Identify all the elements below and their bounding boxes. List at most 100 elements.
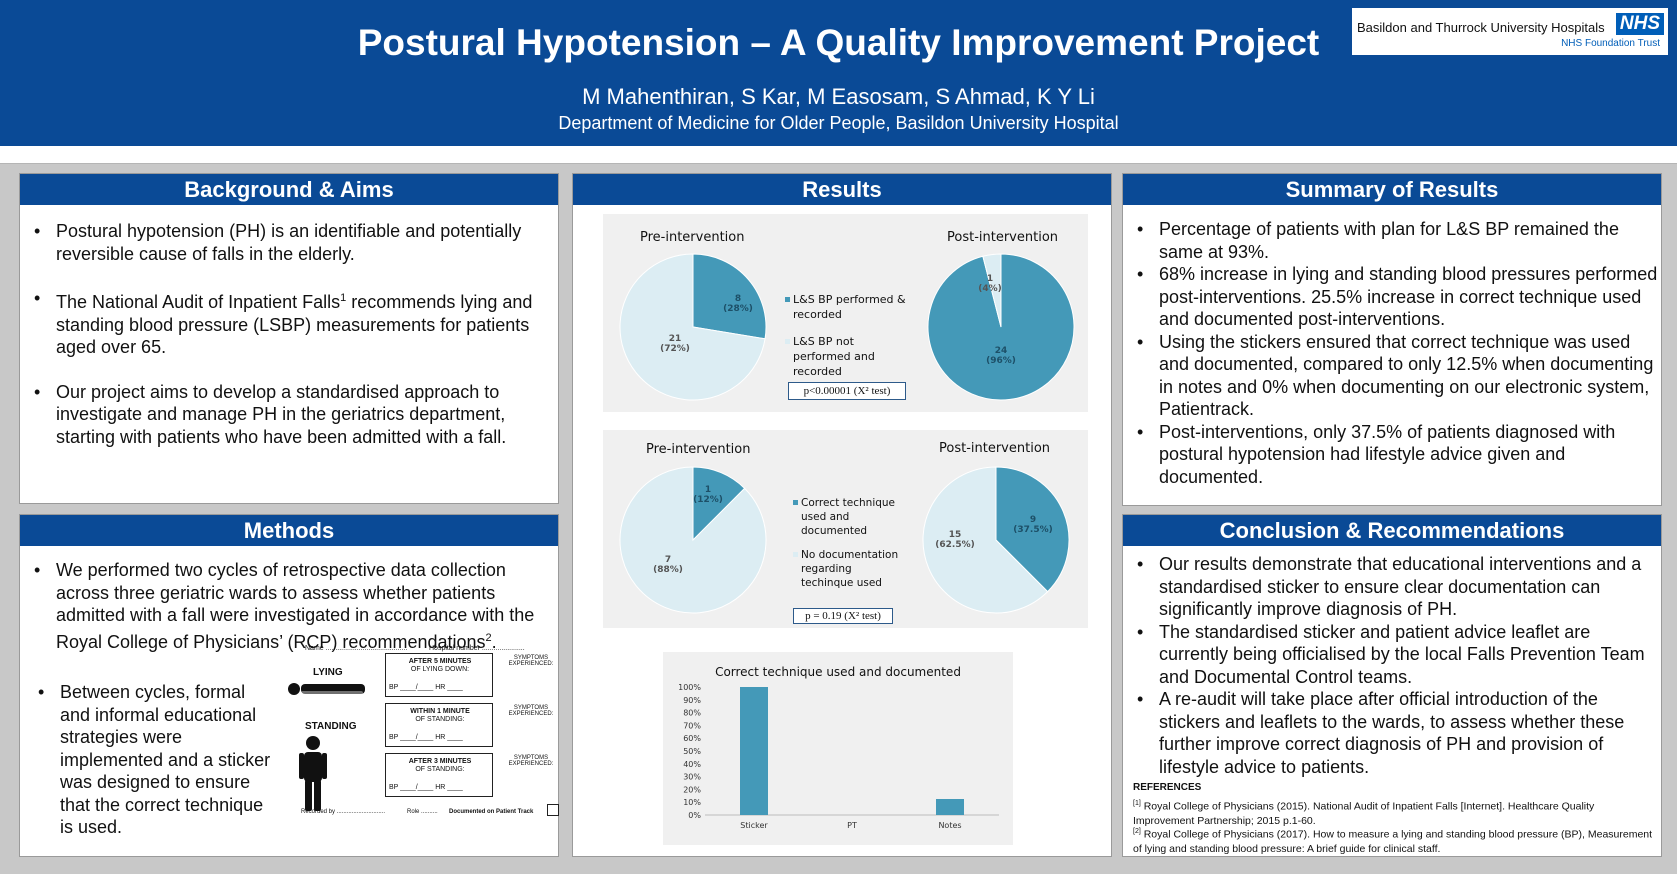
y-tick-label: 20% xyxy=(683,785,701,794)
sticker-lying-label: LYING xyxy=(313,667,343,678)
bar-chart-technique: Correct technique used and documented 0%… xyxy=(663,652,1013,845)
pie2-pre-a-label: 1 (12%) xyxy=(688,485,728,505)
pie1-pre-title: Pre-intervention xyxy=(640,230,745,245)
data-label: 24 xyxy=(994,346,1008,356)
poster-department: Department of Medicine for Older People,… xyxy=(558,113,1119,133)
data-label-pct: (37.5%) xyxy=(1013,525,1053,535)
methods-bullet-end: . xyxy=(491,631,497,652)
lying-person-icon xyxy=(288,683,365,695)
pie1-post-title: Post-intervention xyxy=(947,230,1059,245)
data-label: 1 xyxy=(704,485,712,495)
sticker-standing-label: STANDING xyxy=(305,721,357,732)
box-subheading: OF LYING DOWN: xyxy=(410,666,470,673)
header-divider xyxy=(0,146,1677,164)
pie2-post-title: Post-intervention xyxy=(939,441,1051,456)
background-title: Background & Aims xyxy=(20,174,558,205)
reference-mark: [1] xyxy=(1133,800,1141,807)
data-label: 1 xyxy=(986,274,994,284)
legend-entry: L&S BP not performed and recorded xyxy=(785,334,915,379)
pie-chart-technique: Pre-intervention Post-intervention 1 (12%… xyxy=(603,430,1088,628)
pie1-pvalue: p<0.00001 (X² test) xyxy=(788,382,906,400)
standing-person-icon xyxy=(299,736,327,811)
summary-bullet: Using the stickers ensured that correct … xyxy=(1123,331,1659,421)
reference-text: Royal College of Physicians (2017). How … xyxy=(1133,828,1653,855)
y-tick-label: 50% xyxy=(683,747,701,756)
pie1-post-svg xyxy=(927,253,1075,401)
lsbp-sticker: Name ...................................… xyxy=(285,645,565,825)
legend-entry: Correct technique used and documented xyxy=(793,496,903,538)
nhs-trust-logo: Basildon and Thurrock University Hospita… xyxy=(1352,8,1668,55)
results-title: Results xyxy=(573,174,1111,205)
sticker-box-standing-3min: AFTER 3 MINUTES OF STANDING: BP ____/___… xyxy=(385,753,493,797)
bar-chart-svg: 0% 10% 20% 30% 40% 50% 60% 70% 80% 90% 100% Sticker… xyxy=(678,683,999,830)
y-tick-label: 60% xyxy=(683,734,701,743)
summary-list: Percentage of patients with plan for L&S… xyxy=(1123,218,1659,488)
nhs-badge: NHS xyxy=(1615,13,1664,35)
poster-header: Postural Hypotension – A Quality Improve… xyxy=(0,0,1677,146)
pie2-pre-title: Pre-intervention xyxy=(646,442,751,457)
conclusion-bullet: Our results demonstrate that educational… xyxy=(1123,553,1659,621)
reference-text: Royal College of Physicians (2015). Nati… xyxy=(1133,800,1595,827)
summary-bullet: Percentage of patients with plan for L&S… xyxy=(1123,218,1659,263)
symptoms-label: SYMPTOMS EXPERIENCED: xyxy=(508,705,554,717)
pie1-legend: L&S BP performed & recorded L&S BP not p… xyxy=(785,292,915,379)
legend-label: Correct technique used and documented xyxy=(801,497,896,537)
methods-bullet-text: We performed two cycles of retrospective… xyxy=(56,560,535,652)
falls-audit-rest: recommends lying and standing blood pres… xyxy=(56,292,533,357)
y-tick-label: 80% xyxy=(683,709,701,718)
y-tick-label: 100% xyxy=(678,683,701,692)
conclusion-bullet: A re-audit will take place after officia… xyxy=(1123,688,1659,778)
sticker-box-lying: AFTER 5 MINUTES OF LYING DOWN: BP ____/_… xyxy=(385,653,493,697)
x-tick-label: Notes xyxy=(938,821,961,830)
pie-slice xyxy=(922,466,1049,614)
summary-title: Summary of Results xyxy=(1123,174,1661,205)
y-tick-label: 70% xyxy=(683,721,701,730)
pie2-post-a-label: 9 (37.5%) xyxy=(1013,515,1053,535)
legend-swatch xyxy=(785,339,790,344)
pie2-pre-svg xyxy=(619,466,767,614)
y-tick-label: 90% xyxy=(683,696,701,705)
data-label: 15 xyxy=(948,530,962,540)
symptoms-label: SYMPTOMS EXPERIENCED: xyxy=(508,755,554,767)
summary-panel: Summary of Results Percentage of patient… xyxy=(1122,173,1662,506)
legend-swatch xyxy=(793,552,798,557)
pie1-pre-svg xyxy=(619,253,767,401)
data-label-pct: (4%) xyxy=(978,284,1002,294)
background-list: Postural hypotension (PH) is an identifi… xyxy=(20,220,556,448)
legend-label: L&S BP performed & recorded xyxy=(793,293,906,321)
citation-mark: 2 xyxy=(485,631,492,644)
conclusion-panel: Conclusion & Recommendations Our results… xyxy=(1122,514,1662,857)
sticker-box-standing-1min: WITHIN 1 MINUTE OF STANDING: BP ____/___… xyxy=(385,703,493,747)
sticker-checkbox xyxy=(547,804,559,816)
box-bp-field: BP ____/____ HR ____ xyxy=(389,734,463,741)
pie-slice xyxy=(995,466,1070,593)
data-label-pct: (72%) xyxy=(660,344,690,354)
pie1-post-b-label: 1 (4%) xyxy=(975,274,1005,294)
conclusion-title: Conclusion & Recommendations xyxy=(1123,515,1661,546)
background-panel: Background & Aims Postural hypotension (… xyxy=(19,173,559,504)
box-bp-field: BP ____/____ HR ____ xyxy=(389,684,463,691)
box-bp-field: BP ____/____ HR ____ xyxy=(389,784,463,791)
data-label: 7 xyxy=(664,555,672,565)
bar-notes xyxy=(936,799,964,815)
reference-1: [1] Royal College of Physicians (2015). … xyxy=(1133,797,1653,828)
conclusion-bullet: The standardised sticker and patient adv… xyxy=(1123,621,1659,689)
pie2-post-svg xyxy=(922,466,1070,614)
y-tick-label: 10% xyxy=(683,798,701,807)
data-label-pct: (28%) xyxy=(723,304,753,314)
sticker-documented: Documented on Patient Track xyxy=(449,809,534,815)
pie2-pre-b-label: 7 (88%) xyxy=(648,555,688,575)
pie-chart-lsbp: Pre-intervention Post-intervention 8 (28%… xyxy=(603,214,1088,412)
sticker-hospital-field: Hospital number ...................... xyxy=(429,645,525,652)
data-label: 21 xyxy=(668,334,682,344)
data-label: 9 xyxy=(1029,515,1037,525)
pie1-pre-a-label: 8 (28%) xyxy=(718,294,758,314)
falls-audit-text: The National Audit of Inpatient Falls xyxy=(56,292,341,312)
box-heading: AFTER 5 MINUTES xyxy=(408,658,472,665)
methods-panel: Methods We performed two cycles of retro… xyxy=(19,514,559,857)
reference-mark: [2] xyxy=(1133,828,1141,835)
methods-bullet: Between cycles, formal and informal educ… xyxy=(24,681,274,839)
x-tick-label: PT xyxy=(847,821,857,830)
pie1-pre-b-label: 21 (72%) xyxy=(655,334,695,354)
pie1-post-a-label: 24 (96%) xyxy=(981,346,1021,366)
